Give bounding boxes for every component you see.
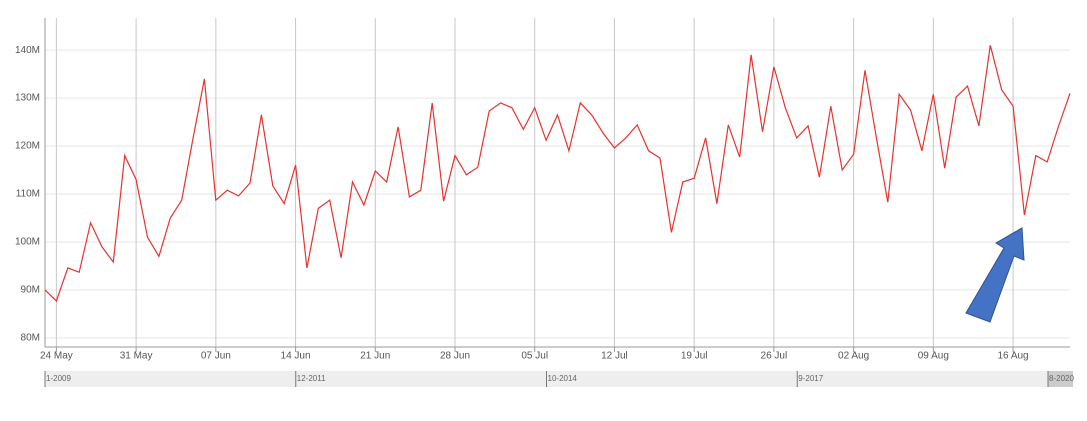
navigator-label: 1-2009 (46, 374, 71, 383)
x-tick-label: 19 Jul (681, 351, 708, 362)
x-tick-label: 28 Jun (440, 351, 470, 362)
x-tick-label: 07 Jun (201, 351, 231, 362)
x-tick-label: 31 May (120, 351, 153, 362)
y-tick-label: 110M (16, 189, 40, 200)
y-tick-label: 140M (15, 45, 40, 56)
x-tick-label: 24 May (40, 351, 73, 362)
y-tick-label: 130M (15, 93, 40, 104)
x-tick-label: 05 Jul (521, 351, 548, 362)
y-tick-label: 80M (21, 333, 40, 344)
x-tick-label: 26 Jul (761, 351, 788, 362)
y-tick-label: 100M (15, 237, 40, 248)
y-tick-label: 90M (21, 285, 40, 296)
x-tick-label: 12 Jul (601, 351, 628, 362)
navigator-label: 10-2014 (548, 374, 578, 383)
navigator-label: 9-2017 (798, 374, 823, 383)
x-tick-label: 09 Aug (918, 351, 949, 362)
arrow (965, 227, 1025, 323)
x-tick-label: 14 Jun (281, 351, 311, 362)
x-tick-label: 21 Jun (360, 351, 390, 362)
line (44, 45, 1071, 303)
navigator[interactable] (45, 371, 1073, 387)
x-tick-label: 02 Aug (838, 351, 869, 362)
x-tick-label: 16 Aug (997, 351, 1028, 362)
y-tick-label: 120M (15, 141, 40, 152)
navigator-label: 8-2020 (1049, 374, 1074, 383)
navigator-selection[interactable] (1048, 371, 1073, 387)
navigator-label: 12-2011 (297, 374, 326, 383)
